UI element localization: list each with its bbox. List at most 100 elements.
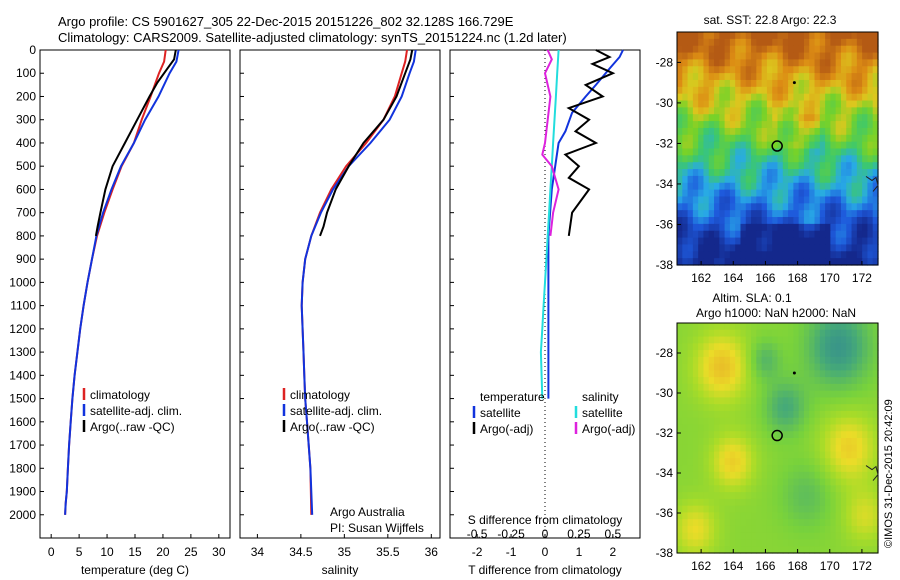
y-tick-label: 700: [16, 206, 36, 220]
legend-label: climatology: [90, 388, 150, 402]
y-tick-label: 100: [16, 66, 36, 80]
map-cells: [677, 323, 879, 554]
y-tick-label: 600: [16, 182, 36, 196]
x2-axis-label: S difference from climatology: [468, 513, 623, 527]
y-tick-label: 300: [16, 113, 36, 127]
map-title: Altim. SLA: 0.1: [712, 291, 792, 305]
y-tick-label: 1700: [9, 438, 36, 452]
x-tick-label: 20: [156, 545, 170, 559]
annotation-line: Argo Australia: [330, 505, 405, 519]
annotation-line: PI: Susan Wijffels: [330, 521, 424, 535]
y-tick-label: 1500: [9, 392, 36, 406]
legend-label: climatology: [290, 388, 350, 402]
temperature-panel: 0 100 200 300 400 500 600 700 800 900 1000 1100 1200…: [9, 43, 231, 577]
x-axis-label: temperature (deg C): [81, 563, 189, 577]
legend-header: temperature: [480, 390, 545, 404]
map-x-tick-label: 162: [691, 559, 711, 573]
map-y-tick-label: -38: [656, 258, 674, 272]
plot-frame: [39, 49, 231, 539]
map-title: sat. SST: 22.8 Argo: 22.3: [704, 13, 837, 27]
map-y-tick-label: -30: [656, 386, 674, 400]
map-y-tick-label: -36: [656, 506, 674, 520]
series-line-s-satellite: [539, 49, 560, 399]
x-tick-label: 34.5: [289, 545, 313, 559]
series-line-argo-raw-qc-: [94, 49, 177, 237]
x-tick-label: 2: [610, 545, 617, 559]
legend-label: Argo(-adj): [480, 422, 533, 436]
x2-tick-label: 0.5: [605, 527, 622, 541]
difference-panel: -2 -1 0 1 2 T difference from climatology -0.5…: [449, 49, 641, 577]
salinity-panel: 34 34.5 35 35.5 36 salinity climatology satelli…: [239, 49, 441, 577]
x-tick-label: 1: [576, 545, 583, 559]
y-tick-label: 500: [16, 159, 36, 173]
x-tick-label: 15: [128, 545, 142, 559]
map-y-tick-label: -36: [656, 217, 674, 231]
x-axis-label: T difference from climatology: [468, 563, 622, 577]
x-tick-label: -2: [472, 545, 483, 559]
y-tick-label: 1000: [9, 275, 36, 289]
x2-tick-label: -0.5: [467, 527, 488, 541]
x-tick-label: 30: [212, 545, 226, 559]
map-frame: [676, 322, 879, 554]
map-y-tick-label: -28: [656, 55, 674, 69]
map-x-tick-label: 162: [691, 271, 711, 285]
map-y-tick-label: -30: [656, 96, 674, 110]
legend-label: satellite: [480, 406, 521, 420]
island-marker: [792, 81, 796, 85]
island-marker: [792, 371, 796, 375]
map-x-tick-label: 168: [788, 271, 808, 285]
y-tick-label: 1100: [10, 299, 36, 313]
y-tick-label: 2000: [9, 508, 36, 522]
map-y-tick-label: -32: [656, 426, 674, 440]
map-x-tick-label: 168: [788, 559, 808, 573]
x-tick-label: 34: [251, 545, 265, 559]
series-line-satellite-adj-clim-: [64, 49, 180, 515]
coastline: [865, 176, 879, 192]
x-axis-label: salinity: [322, 563, 359, 577]
y-tick-label: 900: [16, 252, 36, 266]
y-tick-label: 800: [16, 229, 36, 243]
map-y-tick-label: -34: [656, 466, 674, 480]
argo-float-marker: [771, 429, 783, 442]
x-tick-label: -1: [506, 545, 517, 559]
map-x-tick-label: 172: [852, 559, 872, 573]
map-x-tick-label: 166: [755, 271, 775, 285]
series-line-s-argo-adj-: [541, 49, 560, 237]
legend-label: Argo(..raw -QC): [290, 420, 375, 434]
map-y-tick-label: -38: [656, 546, 674, 560]
y-tick-label: 1600: [9, 415, 36, 429]
sst-map-panel: sat. SST: 22.8 Argo: 22.3 162 164 166 168 170…: [656, 13, 879, 285]
map-frame: [676, 31, 879, 266]
x-tick-label: 25: [184, 545, 198, 559]
series-line-argo-raw-qc-: [319, 49, 414, 237]
x-tick-label: 35: [338, 545, 352, 559]
legend-label: satellite: [582, 406, 623, 420]
x-tick-label: 36: [425, 545, 439, 559]
map-y-tick-label: -28: [656, 346, 674, 360]
y-tick-label: 400: [16, 136, 36, 150]
map-subtitle: Argo h1000: NaN h2000: NaN: [696, 306, 856, 320]
y-tick-label: 1900: [9, 485, 36, 499]
map-y-tick-label: -34: [656, 177, 674, 191]
y-tick-label: 1200: [9, 322, 36, 336]
map-x-tick-label: 170: [820, 271, 840, 285]
x2-tick-label: 0: [542, 527, 549, 541]
imos-timestamp: ©IMOS 31-Dec-2015 20:42:09: [883, 399, 895, 548]
map-cells: [677, 32, 879, 266]
map-x-tick-label: 164: [723, 559, 743, 573]
figure-title-line2: Climatology: CARS2009. Satellite-adjuste…: [58, 30, 567, 45]
map-x-tick-label: 164: [723, 271, 743, 285]
y-tick-label: 0: [29, 43, 36, 57]
map-x-tick-label: 172: [852, 271, 872, 285]
legend-label: satellite-adj. clim.: [290, 404, 382, 418]
legend-header: salinity: [582, 390, 619, 404]
y-tick-label: 200: [16, 89, 36, 103]
y-tick-label: 1300: [9, 345, 36, 359]
series-line-t-satellite: [547, 49, 624, 399]
x-tick-label: 0: [542, 545, 549, 559]
x-tick-label: 35.5: [376, 545, 400, 559]
figure-title-line1: Argo profile: CS 5901627_305 22-Dec-2015…: [58, 14, 514, 29]
legend-label: Argo(-adj): [582, 422, 635, 436]
